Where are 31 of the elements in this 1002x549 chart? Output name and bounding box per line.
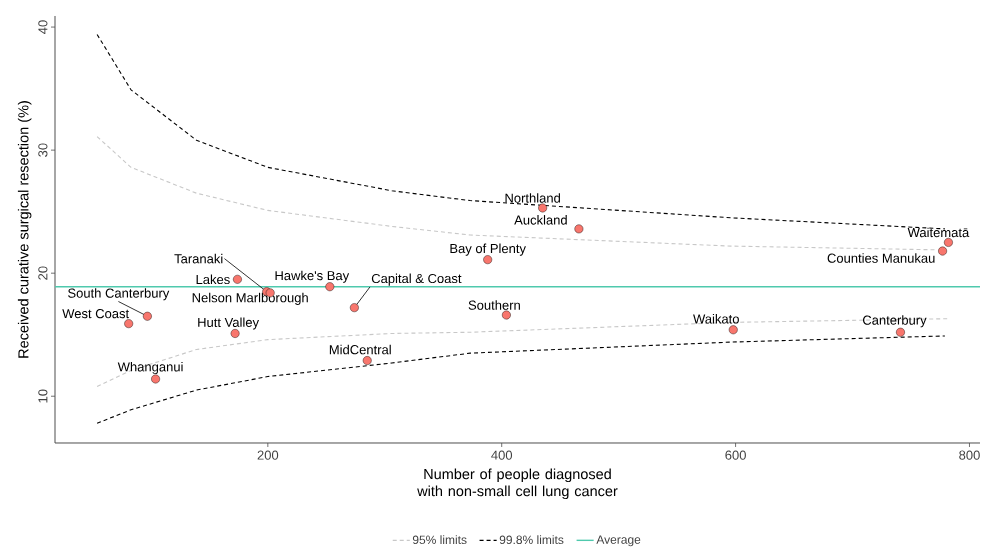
annotation: Waikato bbox=[693, 314, 739, 324]
y-tick-label: 20 bbox=[38, 266, 48, 280]
annotation: Taranaki bbox=[174, 253, 223, 264]
legend-label: 95% limits bbox=[412, 535, 467, 545]
annotation: Lakes bbox=[196, 274, 230, 285]
annotation: MidCentral bbox=[329, 344, 391, 355]
annotation: Nelson Marlborough bbox=[192, 292, 308, 305]
x-tick-label: 600 bbox=[725, 450, 746, 460]
annotation: Canterbury bbox=[862, 315, 927, 328]
annotation: Auckland bbox=[514, 215, 567, 225]
annotation: Hutt Valley bbox=[198, 317, 260, 330]
annotation: Northland bbox=[505, 193, 560, 203]
annotation: Whanganui bbox=[117, 361, 183, 375]
annotation: Southern bbox=[468, 300, 520, 310]
annotation: Counties Manukau bbox=[827, 253, 935, 263]
y-tick-label: 40 bbox=[38, 20, 48, 34]
annotation: West Coast bbox=[62, 309, 130, 319]
annotation: South Canterbury bbox=[68, 288, 170, 301]
annotation: Capital & Coast bbox=[371, 273, 462, 286]
annotation: Bay of Plenty bbox=[450, 243, 526, 256]
y-tick-label: 30 bbox=[38, 143, 48, 157]
legend-label: Average bbox=[596, 535, 641, 547]
y-tick-label: 10 bbox=[38, 389, 48, 403]
y-axis-title: Received curative surgical resection (%) bbox=[17, 101, 32, 358]
annotation: Waitematā bbox=[907, 227, 970, 238]
x-tick-label: 200 bbox=[257, 450, 279, 460]
x-tick-label: 800 bbox=[959, 450, 980, 460]
annotation: Hawke's Bay bbox=[275, 270, 350, 283]
x-axis-title: Number of people diagnosed with non-small cell lung cancer bbox=[417, 468, 618, 500]
x-tick-label: 400 bbox=[491, 450, 513, 460]
legend-label: 99.8% limits bbox=[499, 535, 564, 545]
